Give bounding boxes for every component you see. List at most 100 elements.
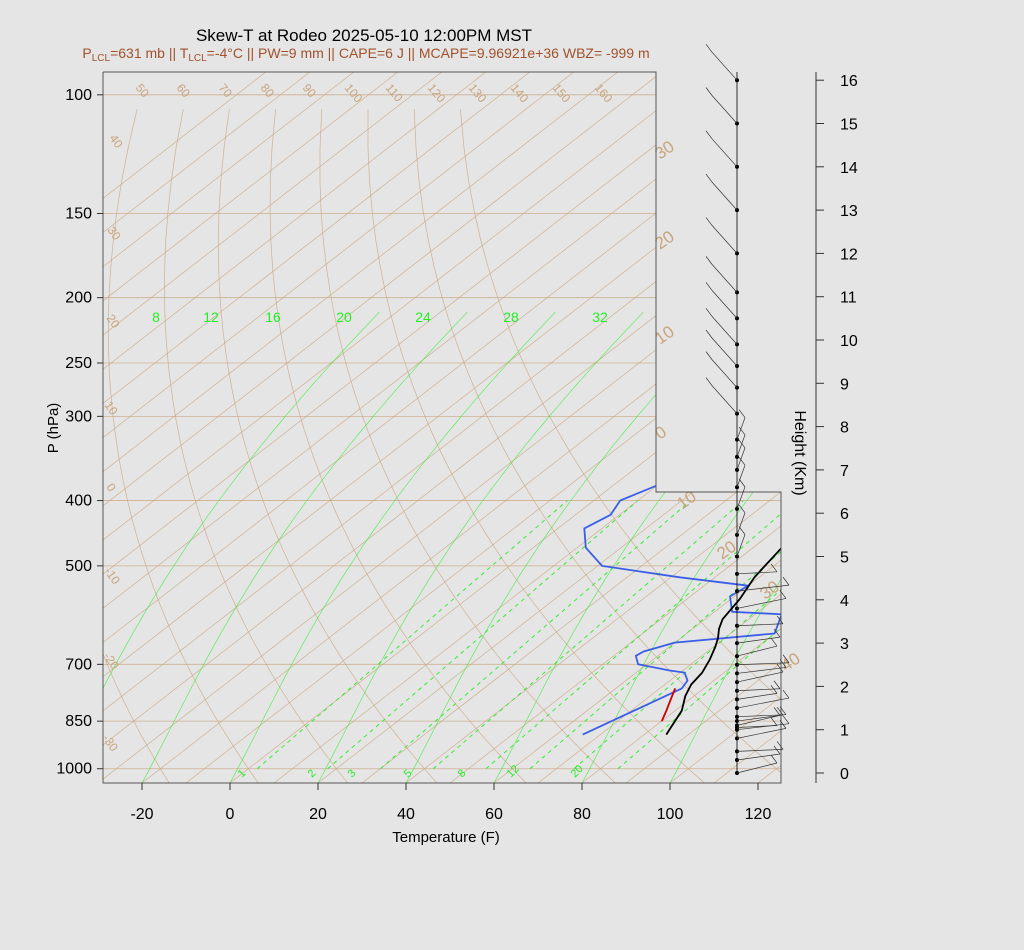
- p-tick-label: 500: [65, 558, 92, 575]
- mixing-ratio-label: 20: [336, 309, 352, 325]
- x-tick-label: 80: [573, 806, 591, 823]
- isotherm-line: [103, 72, 311, 783]
- wind-barb-feather: [779, 590, 787, 599]
- x-tick-label: 60: [485, 806, 503, 823]
- wind-barb-feather: [705, 351, 713, 360]
- wind-barb-feather: [738, 457, 746, 466]
- mixing-ratio-label: 2: [306, 767, 319, 780]
- dry-adiabat-label: 40: [107, 132, 126, 151]
- dry-adiabat-label: 20: [104, 312, 123, 331]
- isotherm-line: [581, 72, 781, 783]
- wind-barb-feather: [782, 576, 790, 586]
- wind-barb: [736, 749, 784, 752]
- x-tick-label: 120: [745, 806, 772, 823]
- dewpoint-profile-line: [582, 93, 781, 736]
- isotherm-label: 120: [425, 81, 449, 106]
- height-tick-label: 1: [840, 723, 849, 740]
- plot-frame: [102, 71, 782, 784]
- x-tick-label: 20: [309, 806, 327, 823]
- chart-title: Skew-T at Rodeo 2025-05-10 12:00PM MST: [196, 26, 532, 45]
- height-tick-label: 4: [840, 593, 849, 610]
- wind-barb: [736, 662, 790, 666]
- mixing-ratio-label: 3: [346, 767, 359, 780]
- isotherm-line: [103, 72, 355, 783]
- wind-barb-feather: [705, 217, 713, 226]
- isotherm-label: 110: [383, 81, 406, 105]
- x-tick-label: -20: [130, 806, 153, 823]
- isotherm-line: [802, 72, 1024, 783]
- isotherm-label: 50: [133, 81, 153, 100]
- height-tick-label: 11: [840, 290, 857, 307]
- x-tick-label: 0: [226, 806, 235, 823]
- p-tick-label: 150: [65, 205, 92, 222]
- dry-adiabat-label: 0: [104, 481, 119, 495]
- wind-barb-feather: [738, 526, 746, 535]
- wind-barb: [736, 623, 784, 627]
- height-tick-label: 14: [840, 160, 858, 177]
- x-tick-label: 100: [657, 806, 684, 823]
- wind-barb: [711, 290, 738, 319]
- wind-barb-feather: [770, 563, 778, 573]
- isotherm-label: 90: [300, 81, 320, 100]
- height-tick-label: 13: [840, 203, 858, 220]
- wind-barb: [736, 584, 790, 592]
- moist-adiabat-label: 30: [651, 137, 677, 163]
- wind-barb-feather: [782, 715, 790, 724]
- wind-barb: [736, 598, 787, 609]
- isotherm-label: 100: [342, 81, 366, 106]
- dry-adiabat-line: [164, 109, 348, 783]
- isotherm-line: [103, 72, 707, 783]
- wind-barb-feather: [770, 637, 778, 647]
- dry-adiabat-line: [319, 109, 616, 783]
- isotherm-line: [103, 72, 781, 783]
- moist-adiabat-label: 20: [651, 227, 677, 253]
- isotherm-line: [846, 72, 1024, 783]
- wind-barb-feather: [773, 680, 781, 689]
- wind-barb-feather: [738, 426, 746, 436]
- wind-barb-feather: [705, 87, 713, 96]
- mixing-ratio-label: 8: [152, 309, 160, 325]
- isotherm-line: [103, 72, 781, 783]
- wind-barb: [711, 385, 738, 414]
- height-tick-label: 8: [840, 420, 849, 437]
- wind-barb: [736, 447, 746, 471]
- wind-barb: [736, 723, 790, 731]
- isotherm-line: [537, 72, 781, 783]
- isotherm-label: 160: [592, 81, 616, 106]
- moist-adiabat-line: [103, 311, 380, 783]
- wind-barb: [711, 138, 738, 168]
- wind-barb: [736, 636, 781, 644]
- plot-area: 50 60 70 80 90 100 110 120 130 140 150 160403020100…: [100, 72, 1024, 783]
- p-tick-label: 850: [65, 713, 92, 730]
- parcel-trace-line: [660, 688, 677, 722]
- wind-barb-feather: [705, 43, 713, 53]
- moist-adiabat-line: [493, 311, 781, 783]
- isotherm-line: [103, 72, 399, 783]
- wind-barb: [711, 264, 738, 293]
- wind-barb: [711, 51, 738, 81]
- wind-barb-feather: [773, 707, 781, 716]
- isotherm-line: [103, 72, 663, 783]
- p-tick-label: 200: [65, 290, 92, 307]
- wind-barb: [711, 337, 738, 367]
- wind-barb-feather: [779, 659, 787, 668]
- wind-barb-feather: [738, 478, 746, 488]
- dry-adiabat-line: [460, 109, 781, 783]
- mixing-ratio-label: 16: [265, 309, 281, 325]
- moist-adiabat-line: [317, 311, 644, 783]
- height-tick-label: 16: [840, 73, 858, 90]
- isotherm-label: 60: [174, 81, 194, 100]
- wind-barb: [736, 512, 746, 535]
- isotherm-line: [103, 72, 443, 783]
- isotherm-line: [103, 72, 575, 783]
- height-tick-label: 12: [840, 246, 858, 263]
- mixing-ratio-line: [432, 500, 744, 770]
- dry-adiabat-line: [367, 109, 705, 783]
- wind-barb-feather: [779, 706, 787, 715]
- isotherm-line: [103, 72, 619, 783]
- wind-barb: [736, 753, 781, 761]
- mixing-ratio-label: 12: [505, 763, 522, 780]
- dry-adiabat-label: -20: [101, 650, 123, 673]
- wind-barb: [736, 715, 781, 726]
